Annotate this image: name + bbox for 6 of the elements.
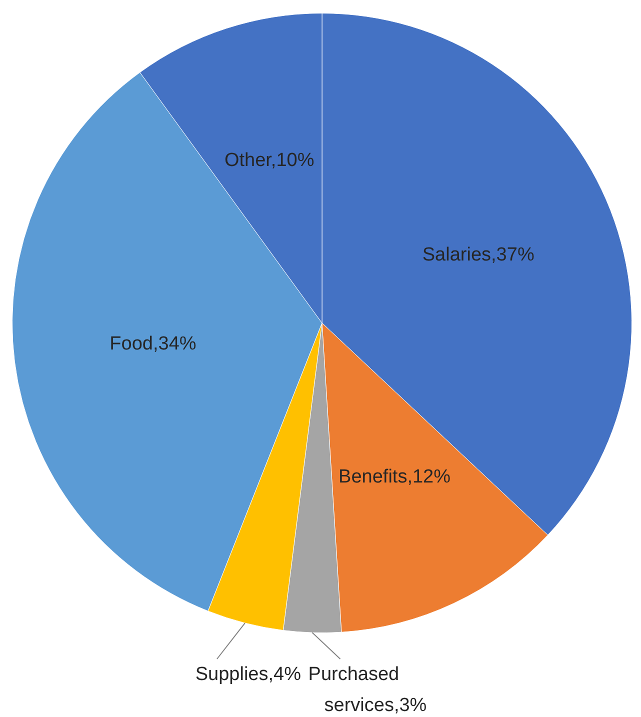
slice-label: Other,10%: [224, 150, 314, 172]
slice-label: Supplies,4%: [195, 664, 302, 686]
slice-label: Salaries,37%: [422, 244, 534, 266]
slice-label: Benefits,12%: [338, 466, 451, 488]
slice-label: Food,34%: [110, 334, 196, 355]
slice-label: Purchased services,3%: [308, 664, 427, 716]
